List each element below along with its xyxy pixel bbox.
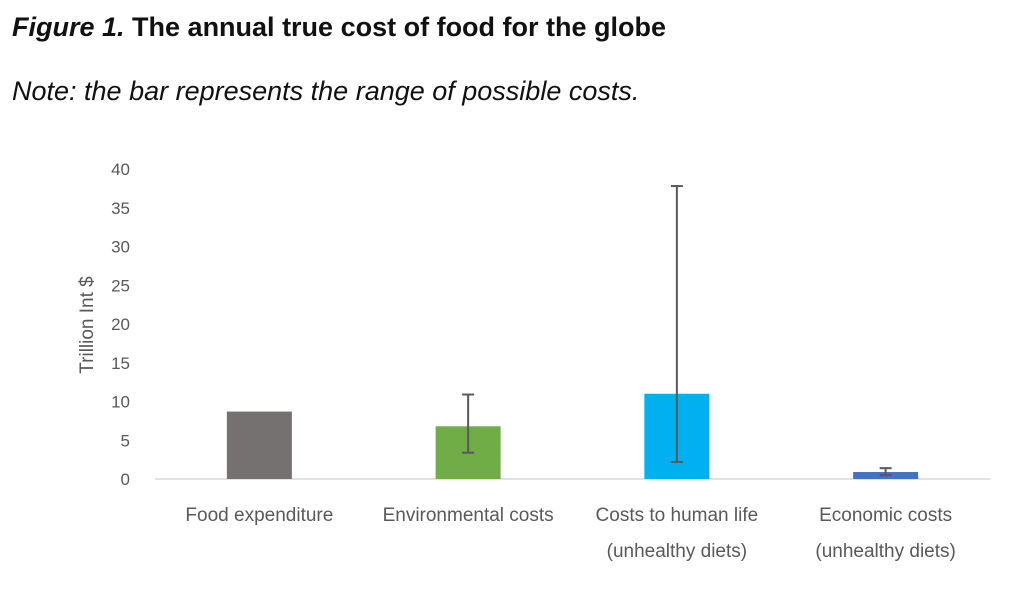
bars bbox=[226, 393, 919, 479]
y-axis-label: Trillion Int $ bbox=[77, 276, 98, 374]
category-label: Costs to human life bbox=[596, 505, 759, 526]
chart-title: Figure 1. The annual true cost of food f… bbox=[12, 12, 666, 43]
y-axis-ticks: 0 5 10 15 20 25 30 35 40 bbox=[111, 160, 130, 489]
category-label: (unhealthy diets) bbox=[607, 541, 747, 562]
y-tick-label: 35 bbox=[111, 199, 130, 218]
category-label: (unhealthy diets) bbox=[815, 541, 955, 562]
y-tick-label: 40 bbox=[111, 160, 130, 179]
category-label: Food expenditure bbox=[185, 505, 333, 526]
y-tick-label: 5 bbox=[121, 431, 130, 450]
y-tick-label: 30 bbox=[111, 238, 130, 257]
chart-note: Note: the bar represents the range of po… bbox=[12, 76, 640, 106]
y-tick-label: 10 bbox=[111, 393, 130, 412]
category-label: Environmental costs bbox=[383, 505, 554, 526]
figure-label: Figure 1. bbox=[12, 12, 125, 42]
y-tick-label: 0 bbox=[121, 470, 130, 489]
error-bars bbox=[462, 185, 892, 477]
category-labels: Food expenditure Environmental costs Costs… bbox=[185, 505, 955, 562]
bar bbox=[226, 411, 292, 479]
category-label: Economic costs bbox=[819, 505, 952, 526]
y-tick-label: 25 bbox=[111, 276, 130, 295]
figure-title-text: The annual true cost of food for the glo… bbox=[132, 12, 667, 42]
y-tick-label: 20 bbox=[111, 315, 130, 334]
y-tick-label: 15 bbox=[111, 354, 130, 373]
